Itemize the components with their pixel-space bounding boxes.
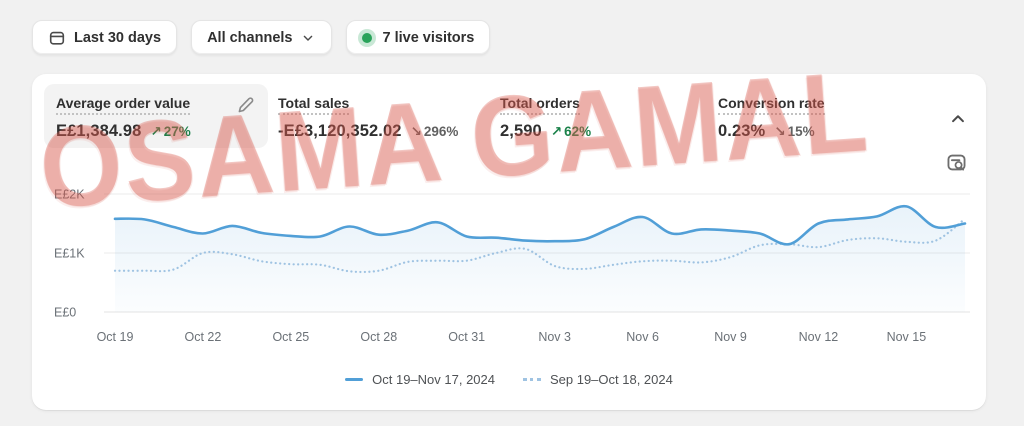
legend-label: Sep 19–Oct 18, 2024 <box>549 372 673 387</box>
svg-text:Oct 19: Oct 19 <box>97 330 134 344</box>
metric-total-sales[interactable]: Total sales -E£3,120,352.02 ↘ 296% <box>278 84 458 141</box>
collapse-card-button[interactable] <box>944 106 972 134</box>
legend-label: Oct 19–Nov 17, 2024 <box>372 372 495 387</box>
metric-conversion-rate[interactable]: Conversion rate 0.23% ↘ 15% <box>718 84 825 141</box>
svg-text:Nov 6: Nov 6 <box>626 330 659 344</box>
trend-arrow-icon: ↗ <box>150 124 162 139</box>
svg-text:Oct 22: Oct 22 <box>185 330 222 344</box>
svg-text:Oct 28: Oct 28 <box>360 330 397 344</box>
metric-title: Average order value <box>56 95 191 115</box>
metric-total-orders[interactable]: Total orders 2,590 ↗ 62% <box>500 84 591 141</box>
metric-change: ↗ 27% <box>150 124 191 139</box>
explore-data-button[interactable] <box>942 150 970 178</box>
svg-text:Nov 3: Nov 3 <box>538 330 571 344</box>
metric-change: ↘ 296% <box>410 124 459 139</box>
metric-change: ↘ 15% <box>774 124 815 139</box>
chart-legend: Oct 19–Nov 17, 2024 Sep 19–Oct 18, 2024 <box>32 372 986 387</box>
svg-text:E£0: E£0 <box>54 306 76 320</box>
metric-value: 0.23% <box>718 122 766 140</box>
svg-text:Nov 15: Nov 15 <box>887 330 927 344</box>
svg-text:E£1K: E£1K <box>54 247 85 261</box>
sales-line-chart[interactable]: E£0 E£1K E£2K Oct 19 Oct 22 Oct 25 Oct 28 Oct 3… <box>32 178 986 354</box>
metric-value: -E£3,120,352.02 <box>278 122 402 140</box>
metric-change: ↗ 62% <box>550 124 592 139</box>
svg-text:Oct 31: Oct 31 <box>448 330 485 344</box>
metric-average-order-value[interactable]: Average order value E£1,384.98 ↗ 27% <box>44 84 268 148</box>
chevron-up-icon <box>952 114 964 122</box>
trend-arrow-icon: ↗ <box>550 124 563 139</box>
live-visitors-label: 7 live visitors <box>382 29 475 46</box>
live-visitors-button[interactable]: 7 live visitors <box>346 20 491 55</box>
live-visitors-dot-icon <box>362 32 373 43</box>
date-range-label: Last 30 days <box>74 29 162 46</box>
solid-line-swatch-icon <box>345 378 364 381</box>
chevron-down-icon <box>304 35 313 41</box>
legend-item-current-period: Oct 19–Nov 17, 2024 <box>345 372 495 387</box>
channels-button[interactable]: All channels <box>191 20 333 55</box>
trend-arrow-icon: ↘ <box>774 124 786 139</box>
legend-item-previous-period: Sep 19–Oct 18, 2024 <box>522 372 673 387</box>
metric-value: 2,590 <box>500 122 542 140</box>
channels-label: All channels <box>207 29 293 46</box>
metrics-card: Average order value E£1,384.98 ↗ 27% Tota… <box>32 74 986 410</box>
calendar-icon <box>49 31 65 45</box>
trend-arrow-icon: ↘ <box>410 124 422 139</box>
svg-text:Nov 12: Nov 12 <box>799 330 839 344</box>
date-range-button[interactable]: Last 30 days <box>32 20 178 55</box>
pencil-icon <box>238 96 254 112</box>
svg-text:Nov 9: Nov 9 <box>714 330 747 344</box>
metric-value: E£1,384.98 <box>56 122 142 140</box>
svg-text:E£2K: E£2K <box>54 188 85 202</box>
toolbar: Last 30 days All channels 7 live visitor… <box>32 20 491 55</box>
dotted-line-swatch-icon <box>522 378 541 381</box>
edit-metric-button[interactable] <box>234 94 258 118</box>
metric-title: Total sales <box>278 95 350 115</box>
metric-title: Conversion rate <box>718 95 825 115</box>
svg-text:Oct 25: Oct 25 <box>272 330 309 344</box>
metric-title: Total orders <box>500 95 580 115</box>
report-search-icon <box>947 154 965 171</box>
